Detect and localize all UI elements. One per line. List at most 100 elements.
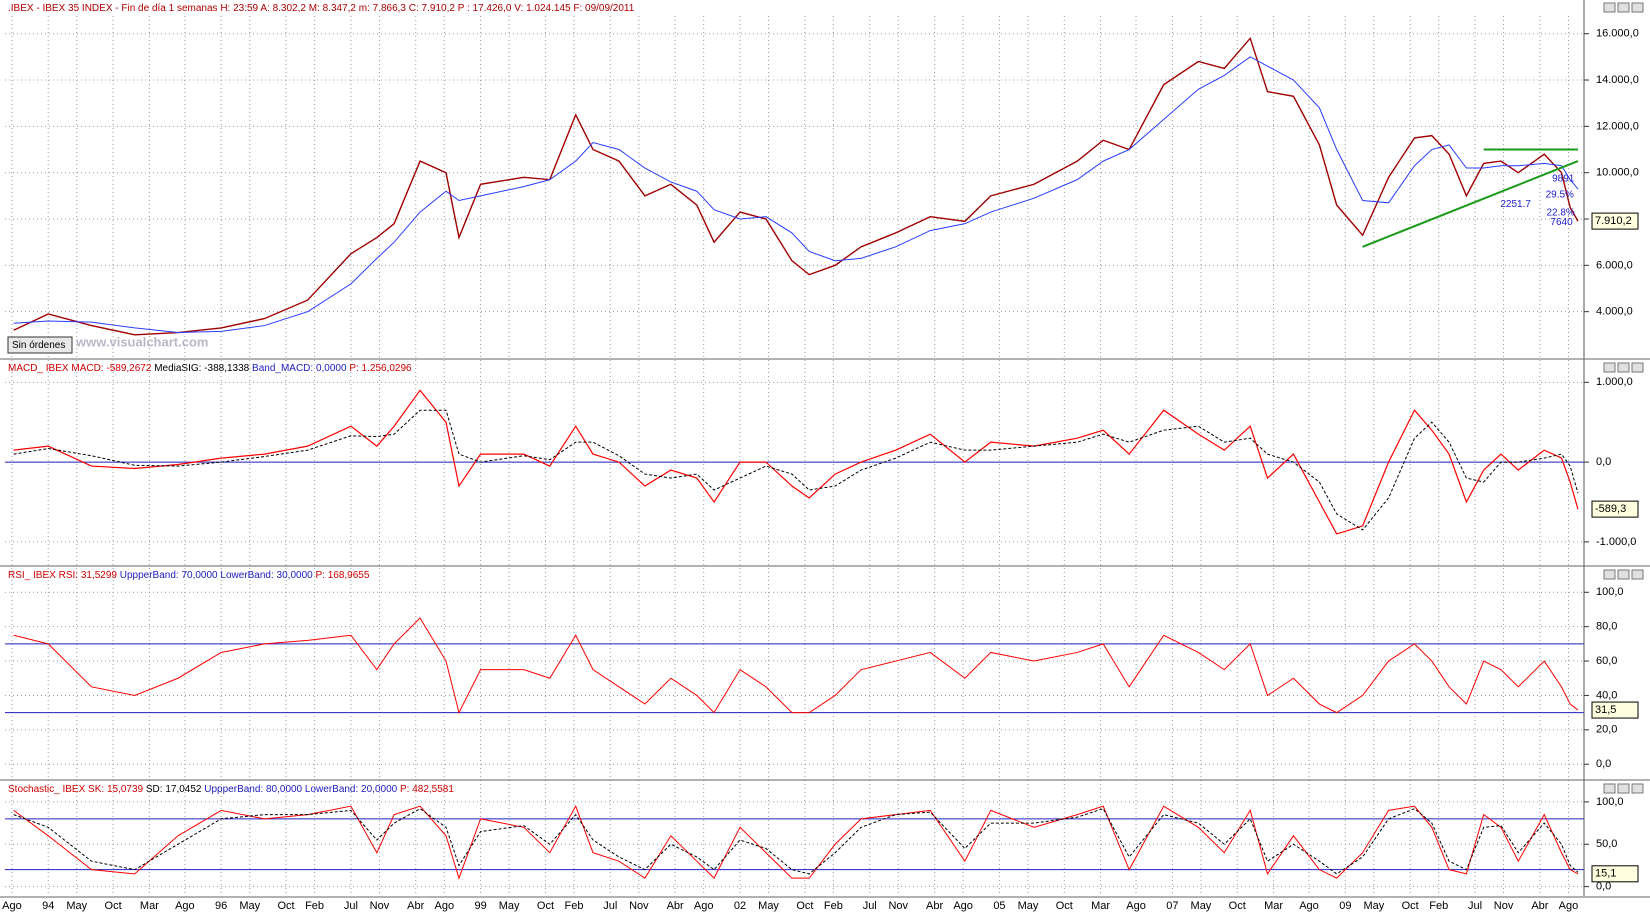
panel-button (1603, 569, 1616, 580)
x-tick-label: 02 (734, 900, 746, 912)
last-value-label: 7.910,2 (1595, 215, 1632, 227)
y-tick-label: 4.000,0 (1596, 306, 1633, 318)
x-tick-label: Feb (824, 900, 843, 912)
x-tick-label: Feb (1429, 900, 1448, 912)
watermark: www.visualchart.com (75, 334, 208, 349)
y-tick-label: 12.000,0 (1596, 120, 1639, 132)
panel-button (1617, 2, 1630, 13)
x-tick-label: Oct (105, 900, 122, 912)
x-tick-label: May (1191, 900, 1212, 912)
header-item: Stochastic_ IBEX (8, 784, 86, 795)
x-tick-label: Oct (1056, 900, 1073, 912)
status-box (7, 336, 73, 354)
y-tick-label: 50,0 (1596, 838, 1617, 850)
y-tick-label: 100,0 (1596, 586, 1624, 598)
panel-button (1631, 2, 1644, 13)
header-item: SD: 17,0452 (146, 784, 202, 795)
header-item: LowerBand: 20,0000 (305, 784, 398, 795)
last-value-label: 31,5 (1595, 704, 1616, 716)
x-tick-label: Abr (407, 900, 424, 912)
mark-layer (5, 36, 1584, 880)
x-tick-label: May (1018, 900, 1039, 912)
panel-button (1617, 569, 1630, 580)
x-tick-label: Ago (434, 900, 454, 912)
x-tick-label: Jul (1468, 900, 1482, 912)
y-tick-label: 6.000,0 (1596, 259, 1633, 271)
x-tick-label: May (1363, 900, 1384, 912)
header-item: SK: 15,0739 (88, 784, 143, 795)
header-item: RSI_ IBEX (8, 570, 56, 581)
annotation: 22.8% (1546, 207, 1574, 218)
x-tick-label: Jul (863, 900, 877, 912)
x-tick-label: 07 (1166, 900, 1178, 912)
x-tick-label: May (66, 900, 87, 912)
annotation: 9891 (1552, 174, 1575, 185)
last-value-box (1591, 212, 1639, 230)
last-value-box (1591, 500, 1639, 518)
x-tick-label: 09 (1339, 900, 1351, 912)
panel-button (1617, 783, 1630, 794)
last-value-box (1591, 865, 1639, 883)
series-line (13, 56, 1579, 334)
panel-button (1631, 569, 1644, 580)
last-value-label: -589,3 (1595, 503, 1626, 515)
x-tick-label: Ago (1126, 900, 1146, 912)
x-tick-label: 94 (42, 900, 54, 912)
x-tick-label: Mar (140, 900, 159, 912)
x-tick-label: Ago (2, 900, 22, 912)
x-tick-label: Mar (1091, 900, 1110, 912)
x-tick-label: Abr (1531, 900, 1548, 912)
x-tick-label: Oct (277, 900, 294, 912)
trend-line (1362, 160, 1579, 248)
panel-button (1631, 362, 1644, 373)
x-tick-label: Nov (629, 900, 649, 912)
header-item: P: 168,9655 (315, 570, 369, 581)
header-item: LowerBand: 30,0000 (220, 570, 313, 581)
last-value-label: 15,1 (1595, 868, 1616, 880)
x-tick-label: Ago (1299, 900, 1319, 912)
x-tick-label: Nov (1494, 900, 1514, 912)
y-tick-label: 16.000,0 (1596, 28, 1639, 40)
header-item: RSI: 31,5299 (59, 570, 118, 581)
header-item: P: 1.256,0296 (349, 363, 412, 374)
annotation: 29.5% (1546, 189, 1574, 200)
annotation: 2251.7 (1500, 199, 1531, 210)
x-tick-label: 05 (993, 900, 1005, 912)
series-line (13, 389, 1579, 535)
header-item: MACD: -589,2672 (71, 363, 151, 374)
status: Sin órdenes (12, 340, 65, 351)
x-tick-label: Oct (796, 900, 813, 912)
header-item: MACD_ IBEX (8, 363, 69, 374)
y-tick-label: 0,0 (1596, 456, 1611, 468)
x-tick-label: Oct (1229, 900, 1246, 912)
x-tick-label: Jul (344, 900, 358, 912)
last-value-box (1591, 701, 1639, 719)
y-tick-label: 1.000,0 (1596, 376, 1633, 388)
x-tick-label: Nov (888, 900, 908, 912)
x-tick-label: Feb (305, 900, 324, 912)
y-tick-label: 60,0 (1596, 655, 1617, 667)
series-line (13, 617, 1579, 715)
y-tick-label: 80,0 (1596, 621, 1617, 633)
y-tick-label: 14.000,0 (1596, 74, 1639, 86)
x-tick-label: Nov (370, 900, 390, 912)
x-tick-label: Ago (953, 900, 973, 912)
x-tick-label: Oct (1402, 900, 1419, 912)
y-tick-label: 0,0 (1596, 881, 1611, 893)
panel-header: Stochastic_ IBEX SK: 15,0739 SD: 17,0452… (8, 784, 454, 795)
y-tick-label: 10.000,0 (1596, 167, 1639, 179)
x-tick-label: 96 (215, 900, 227, 912)
x-tick-label: May (758, 900, 779, 912)
x-tick-label: May (239, 900, 260, 912)
panel-button (1603, 783, 1616, 794)
panel-button (1631, 783, 1644, 794)
header-item: P: 482,5581 (400, 784, 454, 795)
x-tick-label: Abr (926, 900, 943, 912)
series-line (13, 808, 1579, 875)
x-tick-label: Ago (694, 900, 714, 912)
panel-header: .IBEX - IBEX 35 INDEX - Fin de día 1 sem… (8, 3, 635, 14)
header-item: .IBEX - IBEX 35 INDEX - Fin de día 1 sem… (8, 3, 635, 14)
y-tick-label: 100,0 (1596, 796, 1624, 808)
x-tick-label: Feb (565, 900, 584, 912)
